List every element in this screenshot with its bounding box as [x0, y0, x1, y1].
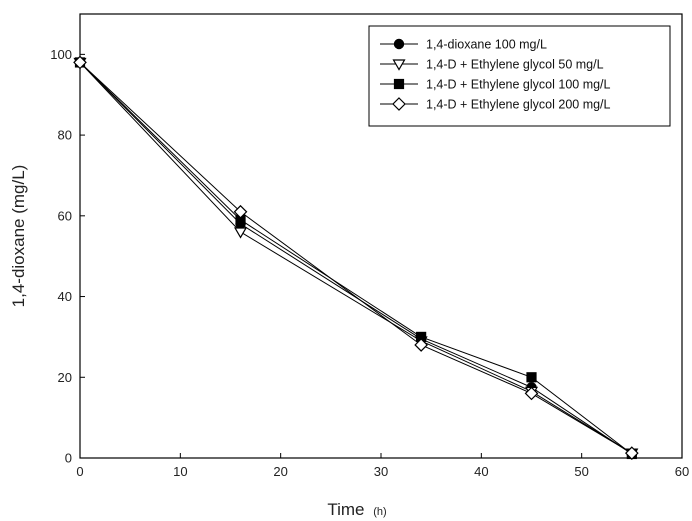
x-tick-label: 60	[675, 464, 689, 479]
x-axis-label: Time	[327, 500, 364, 519]
x-axis-title: Time (h)	[327, 500, 386, 519]
legend-label: 1,4-D + Ethylene glycol 50 mg/L	[426, 58, 604, 72]
legend-item: 1,4-D + Ethylene glycol 200 mg/L	[380, 97, 611, 112]
x-tick-label: 50	[574, 464, 588, 479]
y-axis-title: 1,4-dioxane (mg/L)	[9, 165, 28, 308]
legend-marker	[392, 97, 406, 111]
y-tick-label: 0	[65, 451, 72, 466]
legend-marker	[393, 38, 405, 50]
series-4-markers	[73, 55, 639, 461]
legend: 1,4-dioxane 100 mg/L 1,4-D + Ethylene gly…	[368, 25, 671, 127]
data-point	[624, 446, 639, 461]
y-tick-label: 100	[50, 47, 72, 62]
x-tick-label: 20	[273, 464, 287, 479]
y-tick-label: 40	[58, 289, 72, 304]
data-point	[414, 338, 428, 352]
data-point	[73, 55, 87, 70]
data-point	[233, 204, 248, 219]
legend-item: 1,4-D + Ethylene glycol 50 mg/L	[380, 58, 604, 72]
legend-label: 1,4-dioxane 100 mg/L	[426, 38, 547, 52]
x-axis: 0 10 20 30 40 50 60	[76, 453, 689, 479]
x-axis-unit: (h)	[373, 506, 386, 518]
y-tick-label: 20	[58, 370, 72, 385]
x-tick-label: 0	[76, 464, 83, 479]
y-tick-label: 80	[58, 128, 72, 143]
data-point	[233, 227, 248, 239]
legend-marker	[393, 78, 405, 90]
x-tick-label: 30	[374, 464, 388, 479]
y-tick-label: 60	[58, 208, 72, 223]
legend-box	[368, 25, 671, 127]
legend-marker	[392, 59, 406, 71]
x-tick-label: 40	[474, 464, 488, 479]
legend-item: 1,4-D + Ethylene glycol 100 mg/L	[380, 78, 611, 92]
data-point	[524, 386, 539, 401]
legend-label: 1,4-D + Ethylene glycol 100 mg/L	[426, 78, 611, 92]
legend-item: 1,4-dioxane 100 mg/L	[380, 38, 547, 52]
series-layer	[73, 55, 639, 461]
legend-label: 1,4-D + Ethylene glycol 200 mg/L	[426, 98, 611, 112]
data-point	[526, 372, 537, 383]
y-axis: 0 20 40 60 80 100	[50, 47, 85, 466]
x-tick-label: 10	[173, 464, 187, 479]
